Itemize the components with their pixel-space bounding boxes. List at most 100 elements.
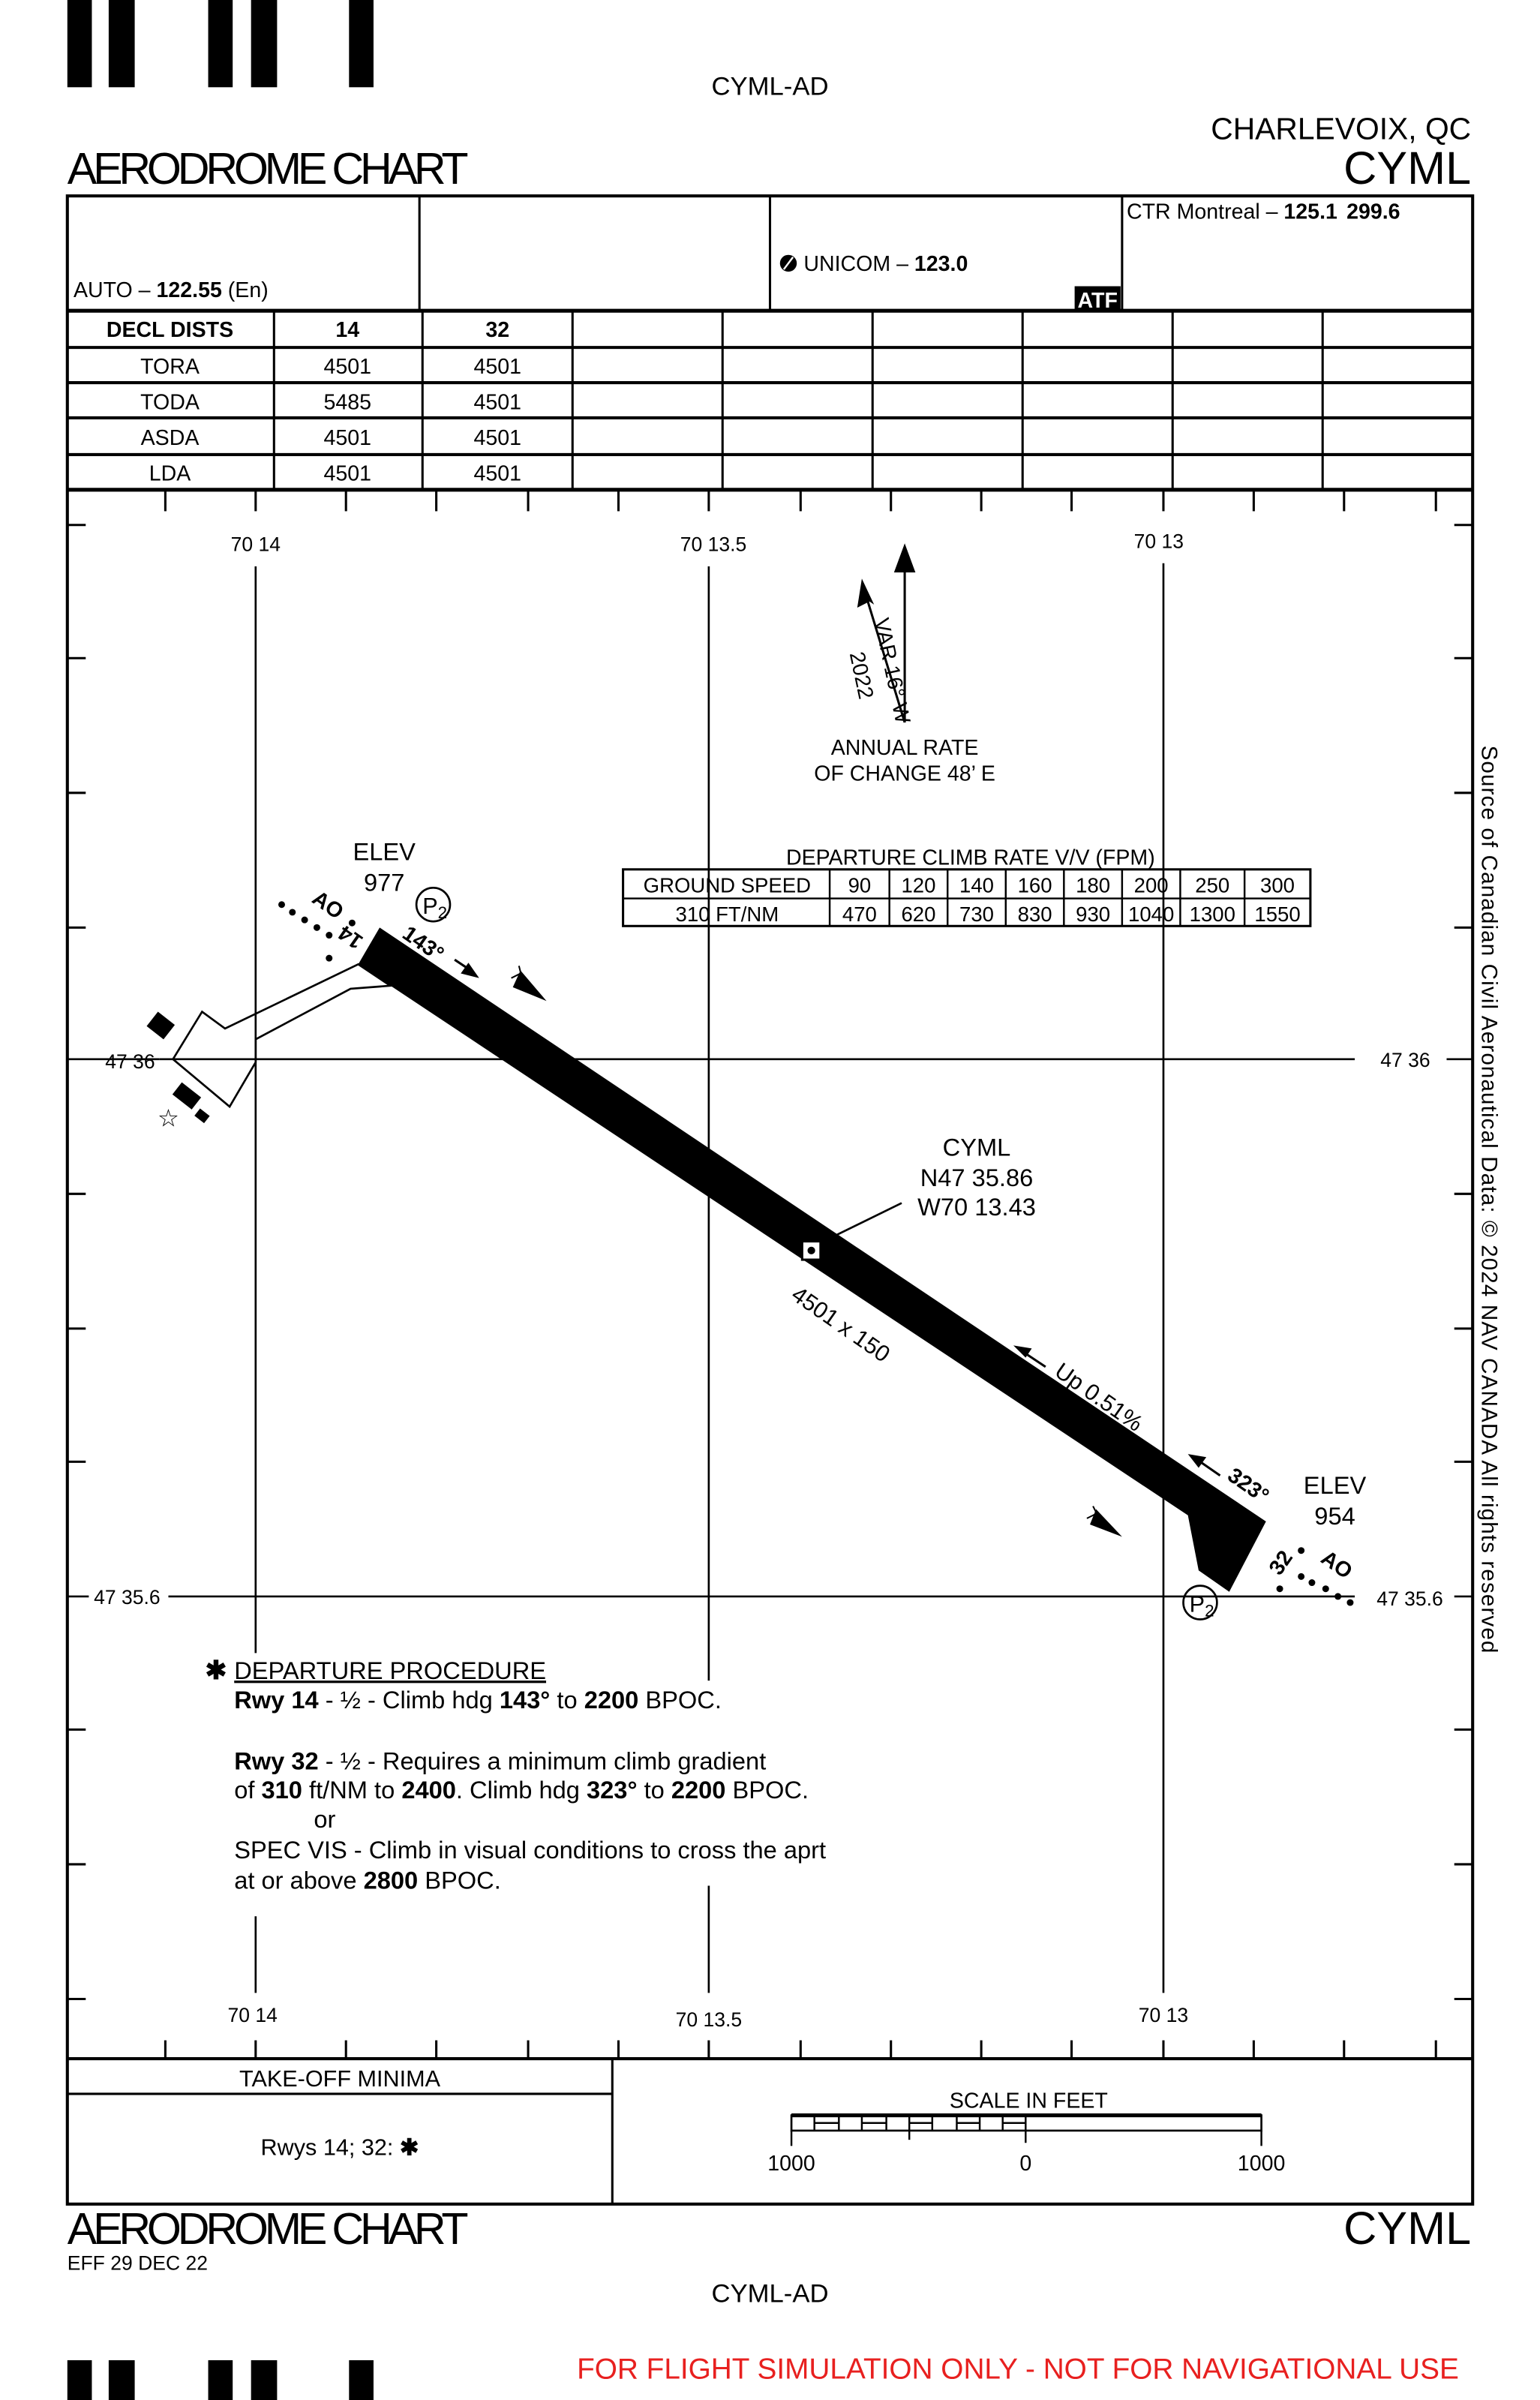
- climb-rate-cell: 930: [1076, 903, 1110, 926]
- lat-label: 47 36: [105, 1050, 155, 1073]
- lon-label: 70 13: [1139, 2004, 1188, 2026]
- building: [172, 1082, 202, 1110]
- auto-frequency: AUTO – 122.55 (En): [74, 278, 269, 302]
- approach-lights-14: [278, 901, 356, 962]
- lon-label: 70 14: [231, 533, 281, 555]
- variation-label: VAR 16° W: [869, 616, 914, 725]
- climb-rate-cell: 730: [959, 903, 994, 926]
- ao-label: AO: [1316, 1546, 1356, 1584]
- runway-32-number: 32: [1265, 1546, 1298, 1579]
- climb-rate-cell: 620: [901, 903, 935, 926]
- ground-speed-cell: 300: [1260, 873, 1295, 897]
- lat-label: 47 35.6: [94, 1586, 160, 1609]
- climb-rate-cell: 1300: [1190, 903, 1235, 926]
- building: [146, 1011, 176, 1040]
- decl-row-label: ASDA: [141, 426, 200, 450]
- ground-speed-cell: 160: [1018, 873, 1052, 897]
- departure-line-rwy32: Rwy 32 - ½ - Requires a minimum climb gr…: [234, 1747, 766, 1774]
- graticule: [159, 563, 1355, 1993]
- decl-row-label: TODA: [140, 390, 200, 414]
- heading-arrow-icon: [1187, 1454, 1207, 1468]
- decl-cell: 5485: [323, 390, 371, 414]
- heading-arrow-icon: [461, 963, 479, 978]
- departure-line: at or above 2800 BPOC.: [234, 1867, 501, 1894]
- annual-rate-label: ANNUAL RATE: [831, 736, 979, 760]
- magnetic-north-arrow: [865, 596, 906, 723]
- minima-title: TAKE-OFF MINIMA: [239, 2066, 441, 2092]
- climb-rate-cell: 470: [842, 903, 877, 926]
- departure-arrow-icon: [1090, 1509, 1122, 1537]
- ground-speed-cell: 250: [1195, 873, 1229, 897]
- scale-label: 1000: [1238, 2152, 1286, 2176]
- scale-title: SCALE IN FEET: [950, 2089, 1108, 2113]
- arp-lon: W70 13.43: [917, 1193, 1036, 1221]
- p2-circle-icon: [1182, 1584, 1218, 1621]
- decl-row-label: TORA: [140, 355, 200, 379]
- departure-line: SPEC VIS - Climb in visual conditions to…: [234, 1836, 826, 1864]
- decl-row-label: LDA: [149, 461, 191, 485]
- lon-label: 70 13.5: [680, 533, 746, 555]
- taxiway-apron: [171, 963, 394, 1109]
- footer-ident: CYML: [1343, 2203, 1471, 2254]
- registration-bars-bottom: [67, 2359, 374, 2400]
- departure-title: DEPARTURE PROCEDURE: [234, 1657, 546, 1684]
- departure-line: or: [314, 1805, 335, 1833]
- ground-speed-cell: 120: [901, 873, 935, 897]
- decl-cell: 4501: [473, 461, 521, 485]
- simulation-notice: FOR FLIGHT SIMULATION ONLY - NOT FOR NAV…: [577, 2353, 1459, 2385]
- buildings: ☆: [146, 1011, 210, 1132]
- variation-year: 2022: [845, 650, 878, 701]
- lon-label: 70 13.5: [676, 2008, 742, 2031]
- footer-title: AERODROME CHART: [68, 2203, 469, 2254]
- true-north-arrow-head: [893, 543, 916, 573]
- ground-speed-cell: 140: [959, 873, 994, 897]
- decl-cell: 4501: [323, 426, 371, 450]
- climb-row-label: GROUND SPEED: [644, 873, 811, 897]
- climb-rate-cell: 1040: [1128, 903, 1174, 926]
- decl-cell: 4501: [473, 390, 521, 414]
- climb-table-title: DEPARTURE CLIMB RATE V/V (FPM): [786, 846, 1155, 870]
- arp-lat: N47 35.86: [920, 1164, 1034, 1191]
- take-off-minima: TAKE-OFF MINIMA Rwys 14; 32: ✱: [67, 2059, 614, 2204]
- ground-speed-cell: 180: [1076, 873, 1110, 897]
- magnetic-variation: VAR 16° W 2022 ANNUAL RATE OF CHANGE 48’…: [814, 543, 995, 785]
- ctr-frequency: CTR Montreal – 125.1 299.6: [1127, 200, 1400, 224]
- p2-label: P2: [1190, 1591, 1214, 1620]
- unicom-frequency: UNICOM – 123.0: [803, 252, 968, 276]
- approach-lights-32: [1276, 1547, 1354, 1606]
- climb-rate-cell: 830: [1018, 903, 1052, 926]
- effective-date: EFF 29 DEC 22: [68, 2252, 208, 2275]
- lat-label: 47 36: [1380, 1049, 1430, 1071]
- registration-bars-top: [67, 0, 374, 88]
- departure-arrow-icon: [512, 970, 547, 1002]
- minima-text: Rwys 14; 32: ✱: [261, 2135, 419, 2161]
- decl-header: DECL DISTS: [107, 318, 233, 342]
- ground-speed-cell: 90: [848, 873, 872, 897]
- departure-line-rwy14: Rwy 14 - ½ - Climb hdg 143° to 2200 BPOC…: [234, 1686, 722, 1714]
- building: [194, 1108, 210, 1124]
- graticule-labels: 70 14 70 13.5 70 13 70 14 70 13.5 70 13 …: [94, 530, 1443, 2031]
- decl-cell: 4501: [473, 355, 521, 379]
- decl-header: 32: [485, 318, 509, 342]
- scale-label: 0: [1019, 2152, 1031, 2176]
- beacon-star-icon: ☆: [158, 1104, 179, 1132]
- annual-rate-label: OF CHANGE 48’ E: [814, 761, 995, 785]
- decl-cell: 4501: [323, 355, 371, 379]
- copyright-notice: Source of Canadian Civil Aeronautical Da…: [1476, 746, 1501, 1654]
- departure-climb-rate-table: DEPARTURE CLIMB RATE V/V (FPM) GROUND SP…: [622, 846, 1312, 927]
- chart-title: AERODROME CHART: [68, 143, 469, 194]
- scale-label: 1000: [767, 2152, 815, 2176]
- climb-rate-cell: 1550: [1254, 903, 1300, 926]
- ao-label: AO: [308, 886, 347, 924]
- decl-cell: 4501: [473, 426, 521, 450]
- elev-14-value: 977: [364, 868, 404, 896]
- decl-dists-table: DECL DISTS 14 32 TORA 4501 4501 TODA 5485 4501 AS…: [67, 308, 1473, 492]
- comms-row: AUTO – 122.55 (En) UNICOM – 123.0 ATF CT…: [74, 196, 1400, 313]
- runway-14-number: 14: [334, 921, 367, 954]
- p2-label: P2: [422, 894, 447, 922]
- airport-ident: CYML: [1343, 143, 1471, 194]
- asterisk-icon: ✱: [205, 1657, 227, 1685]
- elev-label: ELEV: [1304, 1471, 1367, 1499]
- decl-cell: 4501: [323, 461, 371, 485]
